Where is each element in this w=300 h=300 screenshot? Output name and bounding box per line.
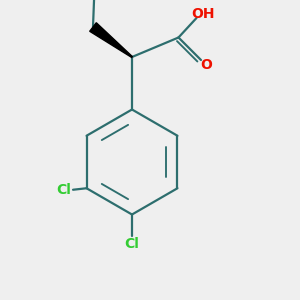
Text: O: O bbox=[200, 58, 212, 72]
Polygon shape bbox=[90, 23, 132, 57]
Text: Cl: Cl bbox=[57, 183, 71, 197]
Text: OH: OH bbox=[192, 7, 215, 20]
Text: Cl: Cl bbox=[124, 238, 140, 251]
